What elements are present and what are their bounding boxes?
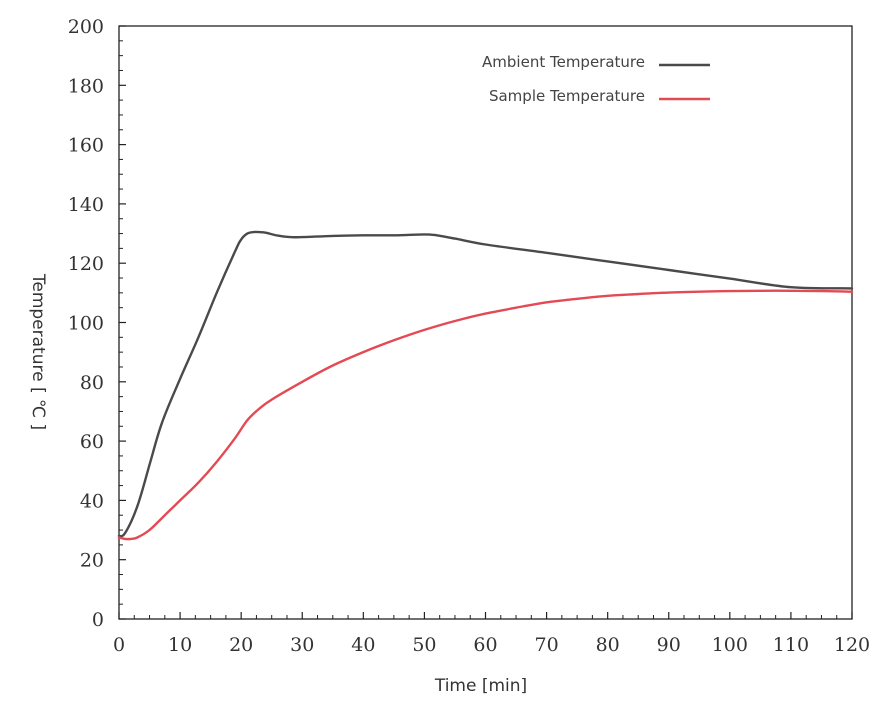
x-tick-label: 80 — [596, 634, 620, 656]
y-tick-label: 160 — [68, 135, 104, 157]
legend-label-0: Ambient Temperature — [482, 53, 645, 71]
x-tick-label: 0 — [113, 634, 125, 656]
legend-label-1: Sample Temperature — [489, 87, 645, 105]
y-tick-label: 0 — [92, 609, 104, 631]
y-tick-label: 120 — [68, 253, 104, 275]
y-tick-label: 40 — [80, 490, 104, 512]
series-line-1 — [117, 289, 854, 541]
x-tick-label: 50 — [412, 634, 436, 656]
y-tick-label: 60 — [80, 431, 104, 453]
x-tick-label: 90 — [657, 634, 681, 656]
x-tick-label: 40 — [351, 634, 375, 656]
y-axis-title: Temperature [ ℃ ] — [28, 273, 48, 430]
x-tick-label: 100 — [712, 634, 748, 656]
plot-frame — [118, 25, 853, 620]
y-tick-label: 140 — [68, 194, 104, 216]
y-tick-label: 200 — [68, 16, 104, 38]
y-tick-label: 80 — [80, 372, 104, 394]
y-tick-label: 20 — [80, 550, 104, 572]
legend: Ambient Temperature Sample Temperature — [482, 53, 710, 105]
x-tick-label: 120 — [834, 634, 870, 656]
x-tick-label: 20 — [229, 634, 253, 656]
series-line-0 — [117, 230, 854, 538]
x-tick-label: 30 — [290, 634, 314, 656]
x-axis-title: Time [min] — [434, 676, 527, 696]
x-tick-label: 60 — [473, 634, 497, 656]
y-tick-label: 100 — [68, 313, 104, 335]
x-tick-label: 70 — [534, 634, 558, 656]
x-tick-label: 110 — [773, 634, 809, 656]
x-tick-label: 10 — [168, 634, 192, 656]
y-tick-label: 180 — [68, 75, 104, 97]
